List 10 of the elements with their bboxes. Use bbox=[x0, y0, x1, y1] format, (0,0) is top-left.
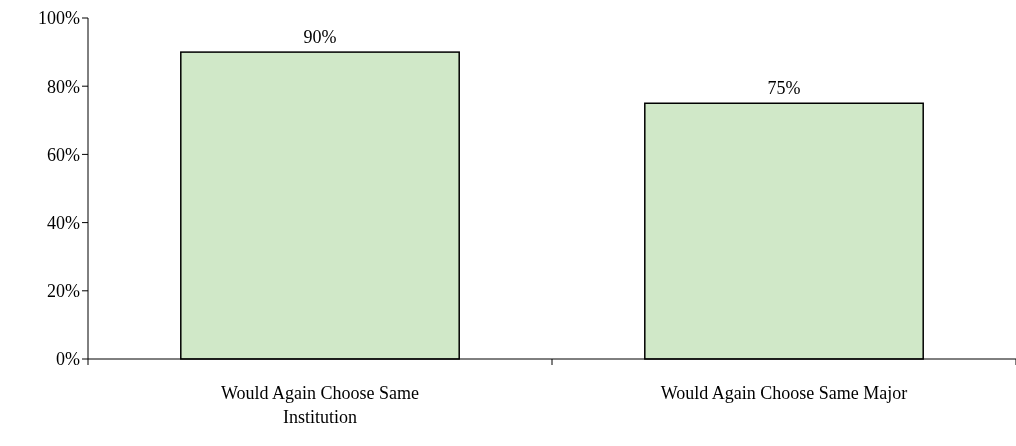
y-tick-label: 60% bbox=[47, 144, 80, 165]
y-tick-label: 80% bbox=[47, 76, 80, 97]
data-label: 90% bbox=[303, 27, 337, 48]
y-tick-label: 100% bbox=[38, 8, 80, 29]
y-tick-label: 40% bbox=[47, 212, 80, 233]
y-tick-label: 20% bbox=[47, 281, 80, 302]
x-tick-label: Would Again Choose Same Major bbox=[660, 383, 908, 403]
y-tick-label: 0% bbox=[56, 349, 80, 370]
data-label: 75% bbox=[767, 78, 801, 99]
x-tick-label: Would Again Choose Same Institution bbox=[220, 383, 420, 427]
